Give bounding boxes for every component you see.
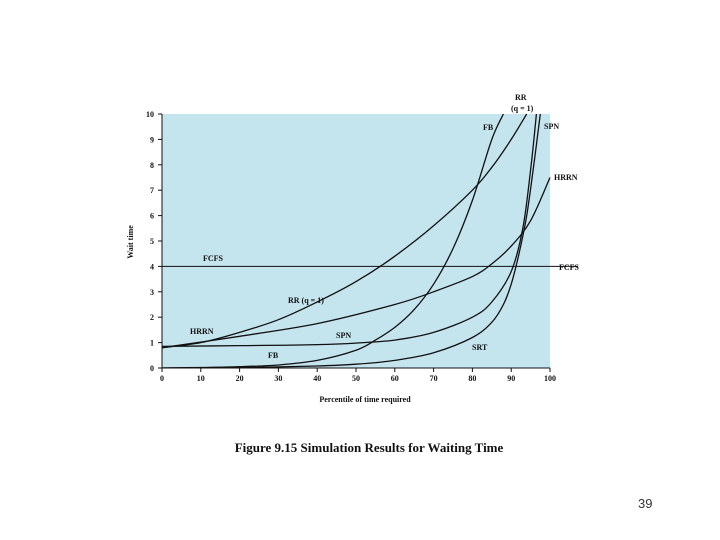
label-fcfs-right: FCFS — [559, 263, 580, 272]
label-spn-top: SPN — [544, 122, 559, 131]
y-tick-label: 10 — [146, 110, 154, 119]
x-tick-label: 70 — [430, 374, 438, 383]
label-spn-middle: SPN — [336, 331, 351, 340]
x-tick-label: 10 — [197, 374, 205, 383]
series-line-hrrn — [162, 177, 551, 349]
series-line-fb — [162, 113, 504, 368]
series-line-rr-q-1 — [162, 113, 528, 349]
label-fb-top: FB — [483, 123, 494, 132]
x-tick-label: 80 — [468, 374, 476, 383]
label-fcfs-left: FCFS — [203, 254, 224, 263]
y-tick-label: 5 — [150, 237, 154, 246]
series-curves — [162, 113, 551, 368]
label-hrrn-right: HRRN — [554, 173, 578, 182]
x-axis-title: Percentile of time required — [319, 395, 411, 404]
label-rr-top: RR — [515, 93, 527, 102]
page-number: 39 — [638, 496, 653, 511]
x-tick-label: 40 — [313, 374, 321, 383]
y-tick-label: 2 — [150, 313, 154, 322]
label-srt: SRT — [472, 343, 488, 352]
y-tick-label: 4 — [150, 262, 154, 271]
y-tick-label: 3 — [150, 288, 154, 297]
curve-labels: FCFS FCFS RR (q = 1) RR (q = 1) FB FB SP… — [190, 93, 580, 360]
axes: 0 10 20 30 40 50 60 70 80 90 100 0 1 2 3 4 5 6 7 8 9 10 — [146, 110, 578, 383]
label-fb-bottom: FB — [268, 351, 279, 360]
x-tick-label: 50 — [352, 374, 360, 383]
y-tick-label: 1 — [150, 339, 154, 348]
label-rr-top-q: (q = 1) — [511, 104, 534, 113]
x-tick-label: 30 — [274, 374, 282, 383]
figure-caption: Figure 9.15 Simulation Results for Waiti… — [234, 440, 504, 455]
series-line-spn — [162, 113, 538, 348]
y-tick-label: 6 — [150, 212, 154, 221]
x-tick-label: 0 — [160, 374, 164, 383]
plot-area — [162, 114, 550, 368]
y-tick-label: 8 — [150, 161, 154, 170]
label-hrrn-left: HRRN — [190, 327, 214, 336]
x-tick-label: 100 — [544, 374, 556, 383]
y-tick-label: 0 — [150, 364, 154, 373]
series-line-srt — [162, 113, 541, 368]
x-tick-label: 90 — [507, 374, 515, 383]
y-tick-label: 9 — [150, 135, 154, 144]
y-tick-label: 7 — [150, 186, 154, 195]
y-axis-title: Wait time — [126, 225, 135, 259]
x-tick-label: 60 — [391, 374, 399, 383]
label-rr-middle: RR (q = 1) — [288, 296, 324, 305]
x-tick-label: 20 — [236, 374, 244, 383]
